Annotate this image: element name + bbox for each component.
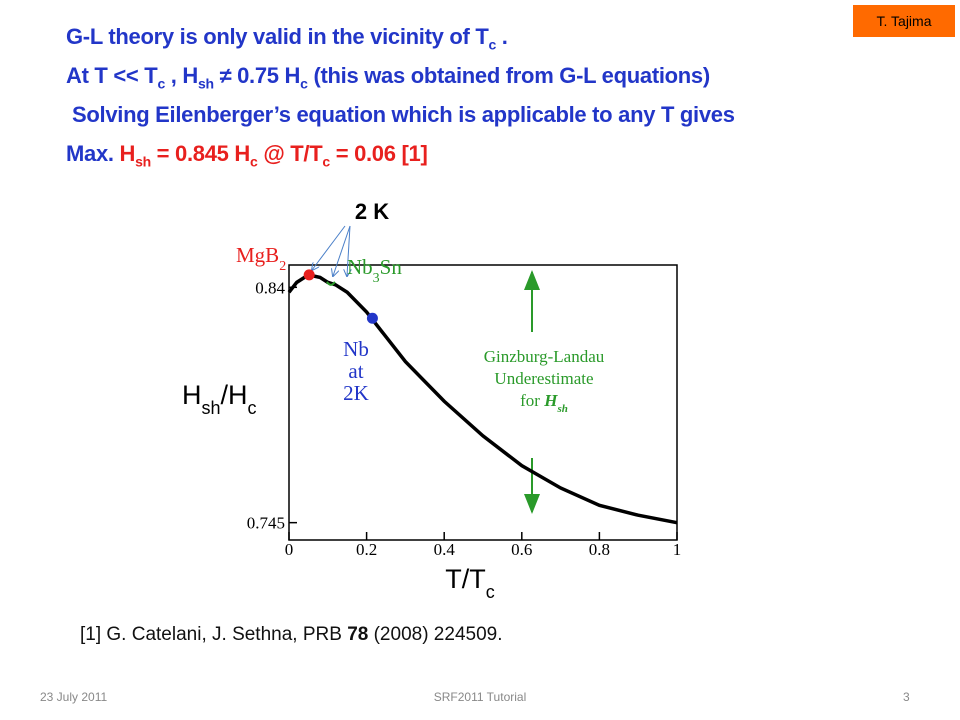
footer-page: 3 [903, 690, 910, 704]
y-tick-label: 0.745 [247, 514, 285, 533]
text-run: for [520, 391, 544, 410]
x-tick-label: 0 [285, 540, 294, 559]
footer-date: 23 July 2011 [40, 690, 108, 704]
text-run: c [300, 75, 308, 92]
text-run: Nb [347, 255, 373, 279]
annotation: Ginzburg-Landau [484, 347, 605, 366]
text-run: c [250, 153, 258, 170]
text-run: Ginzburg-Landau [484, 347, 605, 366]
marker [326, 281, 336, 286]
x-tick-label: 1 [673, 540, 682, 559]
header-line: Solving Eilenberger’s equation which is … [72, 102, 735, 128]
marker-label: at [348, 359, 363, 383]
text-run: H [119, 141, 136, 166]
text-run: 2K [343, 381, 369, 405]
marker [303, 269, 315, 281]
footer-event: SRF2011 Tutorial [433, 690, 527, 704]
author-badge: T. Tajima [853, 5, 955, 37]
text-run: (2008) 224509. [368, 624, 503, 645]
arrow [312, 225, 346, 270]
text-run: . [496, 24, 508, 49]
text-run: /H [221, 380, 248, 410]
text-run: , H [164, 63, 199, 88]
x-axis-label: T/Tc [445, 564, 495, 602]
text-run: at [348, 359, 363, 383]
text-run: T/T [445, 564, 486, 594]
header-line: G-L theory is only valid in the vicinity… [66, 24, 508, 52]
annotation: Underestimate [494, 369, 593, 388]
text-run: c [486, 582, 495, 602]
text-run: c [157, 75, 165, 92]
text-run: H [182, 380, 202, 410]
annotation: for Hsh [520, 391, 568, 415]
header-line: Max. Hsh = 0.845 Hc @ T/Tc = 0.06 [1] [66, 141, 428, 170]
curve [287, 273, 678, 525]
text-run: 2 [279, 259, 286, 274]
text-run: Sn [380, 255, 403, 279]
text-run: c [488, 36, 497, 53]
text-run: = 0.845 H [150, 141, 251, 166]
text-run: At T << T [66, 63, 158, 88]
marker-label: Nb [343, 337, 369, 361]
y-axis-label: Hsh/Hc [182, 380, 257, 418]
marker-label: MgB2 [236, 243, 286, 274]
text-run: Underestimate [494, 369, 593, 388]
text-run: H [543, 391, 558, 410]
arrow [347, 225, 350, 276]
marker [366, 312, 378, 324]
text-run: sh [135, 153, 151, 170]
text-run: MgB [236, 243, 279, 267]
reference: [1] G. Catelani, J. Sethna, PRB 78 (2008… [80, 624, 503, 646]
header-line: At T << Tc , Hsh ≠ 0.75 Hc (this was obt… [66, 63, 710, 91]
marker-label: 2K [343, 381, 369, 405]
text-run: = 0.06 [1] [329, 141, 428, 166]
text-run: @ T/T [257, 141, 323, 166]
text-run: sh [556, 403, 567, 415]
text-run: [1] G. Catelani, J. Sethna, PRB [80, 624, 348, 645]
x-tick-label: 0.8 [589, 540, 610, 559]
x-tick-label: 0.4 [434, 540, 456, 559]
annotation: 2 K [355, 199, 389, 224]
text-run: ≠ 0.75 H [213, 63, 301, 88]
text-run: Solving Eilenberger’s equation which is … [72, 102, 735, 127]
text-run: Nb [343, 337, 369, 361]
text-run: 3 [373, 271, 380, 286]
y-tick-label: 0.84 [255, 278, 285, 297]
arrow [333, 225, 351, 276]
text-run: 2 K [355, 199, 389, 224]
x-tick-label: 0.6 [511, 540, 532, 559]
text-run: (this was obtained from G-L equations) [307, 63, 710, 88]
x-tick-label: 0.2 [356, 540, 377, 559]
text-run: c [248, 398, 257, 418]
text-run: c [322, 153, 330, 170]
text-run: sh [197, 75, 214, 92]
text-run: sh [202, 398, 221, 418]
text-run: G-L theory is only valid in the vicinity… [66, 24, 489, 49]
marker-label: Nb3Sn [347, 255, 402, 286]
text-run: Max. [66, 141, 120, 166]
plot-frame [288, 264, 678, 541]
text-run: 78 [347, 624, 369, 645]
